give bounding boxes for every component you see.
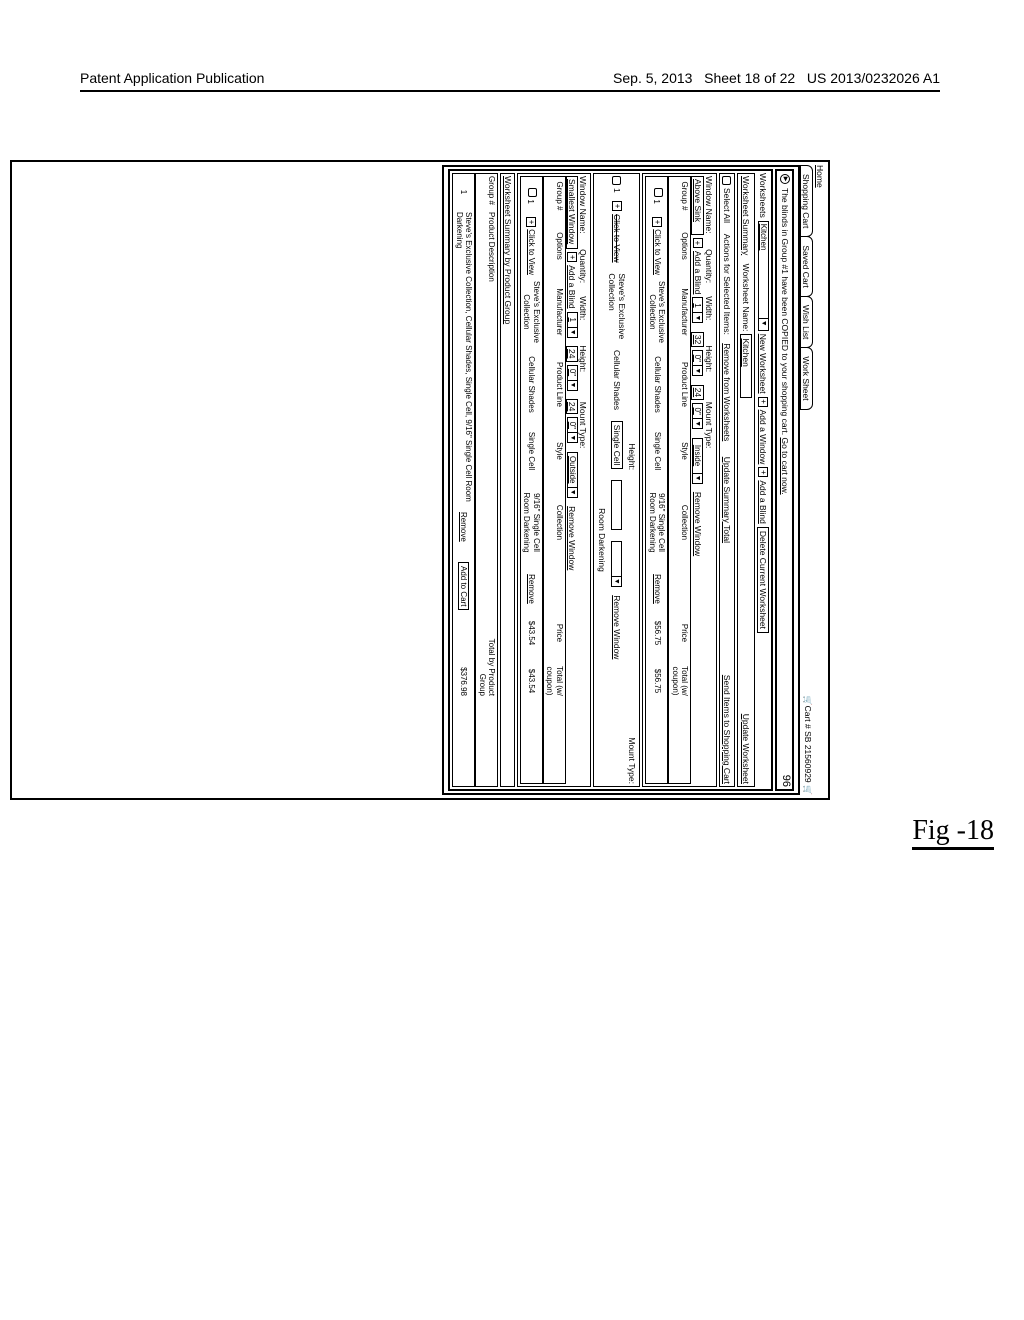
- grid-row: 1 + Click to View Steve's Exclusive Coll…: [520, 176, 543, 784]
- add-window-link[interactable]: Add a Window: [758, 410, 768, 465]
- height-frac-dropdown[interactable]: 0"▼: [567, 417, 578, 443]
- expand-icon[interactable]: +: [612, 201, 622, 211]
- info-icon: ▶: [780, 174, 790, 184]
- click-to-view-link[interactable]: Click to View: [653, 229, 662, 275]
- width-input[interactable]: 32: [692, 332, 704, 347]
- page-header: Patent Application Publication Sep. 5, 2…: [80, 70, 940, 86]
- row-checkbox[interactable]: [654, 188, 663, 197]
- header-right: Sep. 5, 2013 Sheet 18 of 22 US 2013/0232…: [613, 70, 940, 86]
- header-rule: [80, 90, 940, 92]
- click-to-view-link[interactable]: Click to View: [612, 214, 622, 263]
- copy-notice: ▶ The blinds in Group #1 have been COPIE…: [775, 169, 793, 791]
- row-checkbox[interactable]: [528, 188, 537, 197]
- add-window-plus-icon[interactable]: +: [758, 397, 768, 407]
- mount-dropdown[interactable]: ▼: [611, 541, 622, 587]
- worksheet-summary-row: Worksheet Summary Worksheet Name: Kitche…: [737, 173, 755, 787]
- home-link[interactable]: Home: [815, 165, 825, 795]
- add-blind-plus-icon[interactable]: +: [758, 467, 768, 477]
- height-input[interactable]: [611, 480, 622, 530]
- tab-wish-list[interactable]: Wish List: [800, 296, 813, 348]
- window-name-input[interactable]: Smallest Window: [566, 176, 578, 249]
- window-name-input[interactable]: Above Sink: [692, 176, 704, 235]
- cart-icon-2: [800, 785, 813, 795]
- add-blind-icon[interactable]: +: [693, 238, 703, 248]
- width-input[interactable]: 24: [566, 346, 578, 361]
- tab-saved-cart[interactable]: Saved Cart: [800, 236, 813, 297]
- worksheet-name-input[interactable]: Kitchen: [740, 334, 752, 397]
- height-frac-dropdown[interactable]: 0"▼: [692, 403, 703, 429]
- worksheet-main: Worksheets Kitchen▼ New Worksheet + Add …: [448, 169, 773, 791]
- page: Patent Application Publication Sep. 5, 2…: [80, 70, 940, 104]
- delete-worksheet-button[interactable]: Delete Current Worksheet: [757, 527, 769, 633]
- width-frac-dropdown[interactable]: 0"▼: [567, 365, 578, 391]
- new-worksheet-link[interactable]: New Worksheet: [758, 334, 768, 394]
- remove-window-link[interactable]: Remove Window: [567, 506, 577, 570]
- qty-dropdown[interactable]: 1▼: [692, 297, 703, 323]
- update-worksheet-link[interactable]: Update Worksheet: [741, 714, 751, 784]
- update-summary-link[interactable]: Update Summary Total: [722, 457, 732, 543]
- remove-window-link[interactable]: Remove Window: [693, 492, 703, 556]
- summary-title: Worksheet Summary by Product Group: [500, 173, 514, 787]
- screenshot-panel: Home Shopping Cart Saved Cart Wish List …: [10, 160, 830, 800]
- tab-shopping-cart[interactable]: Shopping Cart: [800, 165, 813, 237]
- expand-icon[interactable]: +: [652, 217, 662, 227]
- remove-from-worksheets-link[interactable]: Remove from Worksheets: [722, 343, 732, 441]
- remove-link[interactable]: Remove: [459, 512, 468, 542]
- worksheet-selector-row: Worksheets Kitchen▼ New Worksheet + Add …: [757, 173, 769, 787]
- tab-row: Shopping Cart Saved Cart Wish List Work …: [800, 165, 813, 795]
- window-block-2: Height: Mount Type: 1 + Click to View St…: [593, 173, 640, 787]
- summary-row: 1 Steve's Exclusive Collection, Cellular…: [452, 173, 475, 787]
- window-block-1: Window Name: Quantity: Width: Height: Mo…: [642, 173, 717, 787]
- grid-header: Group #Options ManufacturerProduct Line …: [543, 176, 566, 784]
- expand-icon[interactable]: +: [526, 217, 536, 227]
- mount-dropdown[interactable]: Outside▼: [567, 452, 578, 498]
- header-left: Patent Application Publication: [80, 70, 264, 86]
- cart-number: Cart # SB 21560929: [800, 706, 813, 783]
- row-checkbox[interactable]: [612, 176, 621, 185]
- send-to-cart-link[interactable]: Send Items to Shopping Cart: [722, 675, 732, 784]
- remove-link[interactable]: Remove: [653, 574, 662, 604]
- actions-row: Select All Actions for Selected Items: R…: [719, 173, 735, 787]
- worksheet-dropdown[interactable]: Kitchen▼: [758, 221, 769, 331]
- figure-container: Home Shopping Cart Saved Cart Wish List …: [100, 160, 920, 800]
- window-block-3: Window Name: Quantity: Width: Height: Mo…: [517, 173, 592, 787]
- remove-window-link[interactable]: Remove Window: [612, 595, 622, 659]
- add-blind-link[interactable]: Add a Blind: [758, 480, 768, 523]
- height-input[interactable]: 24: [566, 399, 578, 414]
- tab-work-sheet[interactable]: Work Sheet: [800, 347, 813, 409]
- go-to-cart-link[interactable]: Go to cart now.: [780, 437, 790, 494]
- figure-label: Fig -18: [912, 815, 994, 850]
- cart-icon: [800, 696, 813, 706]
- select-all-checkbox[interactable]: [722, 176, 731, 185]
- summary-header: Group # Product Description Total by Pro…: [475, 173, 498, 787]
- click-to-view-link[interactable]: Click to View: [527, 229, 536, 275]
- callout-96: 96: [778, 775, 791, 787]
- add-blind-icon[interactable]: +: [567, 252, 577, 262]
- grid-header: Group #Options ManufacturerProduct Line …: [668, 176, 691, 784]
- add-to-cart-button[interactable]: Add to Cart: [458, 562, 470, 610]
- worksheet-outer: ▶ The blinds in Group #1 have been COPIE…: [442, 165, 800, 795]
- grid-row: 1 + Click to View Steve's Exclusive Coll…: [645, 176, 668, 784]
- width-frac-dropdown[interactable]: 0"▼: [692, 350, 703, 376]
- remove-link[interactable]: Remove: [527, 574, 536, 604]
- height-input[interactable]: 24: [692, 385, 704, 400]
- mount-dropdown[interactable]: Inside▼: [692, 438, 703, 484]
- qty-dropdown[interactable]: 1▼: [567, 312, 578, 338]
